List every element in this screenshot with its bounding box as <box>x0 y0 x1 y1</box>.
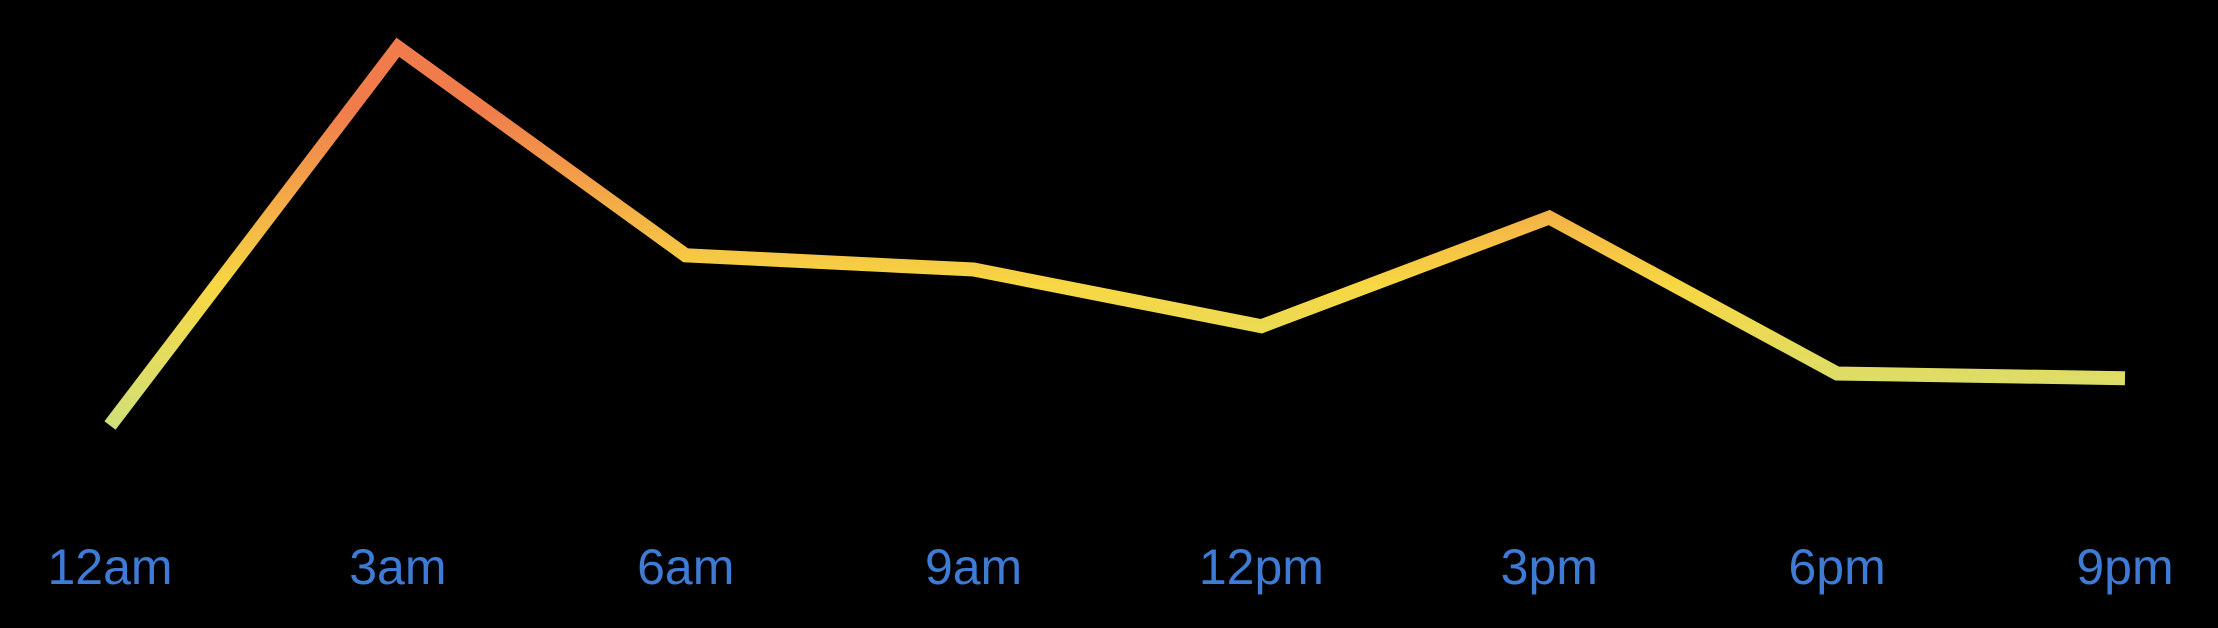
x-tick-label: 3pm <box>1501 539 1598 595</box>
x-tick-label: 12am <box>47 539 172 595</box>
plot-area <box>103 37 2132 432</box>
series-line <box>104 37 2126 430</box>
data-point-6pm <box>1830 366 1844 380</box>
data-point-3pm <box>1542 210 1556 224</box>
data-point-3am <box>391 40 405 54</box>
x-tick-label: 6pm <box>1789 539 1886 595</box>
data-point-6am <box>679 248 693 262</box>
x-tick-label: 9am <box>925 539 1022 595</box>
x-tick-label: 12pm <box>1199 539 1324 595</box>
x-tick-label: 9pm <box>2076 539 2173 595</box>
data-point-12am <box>103 418 117 432</box>
x-axis: 12am 3am 6am 9am 12pm 3pm 6pm 9pm <box>47 539 2173 595</box>
data-point-9pm <box>2118 371 2132 385</box>
x-tick-label: 3am <box>349 539 446 595</box>
x-tick-label: 6am <box>637 539 734 595</box>
data-point-12pm <box>1254 319 1268 333</box>
data-point-9am <box>967 262 981 276</box>
